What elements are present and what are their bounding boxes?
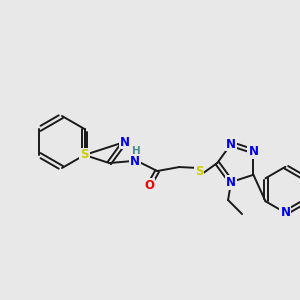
Text: S: S	[195, 164, 203, 178]
Text: N: N	[226, 137, 236, 151]
Text: N: N	[226, 176, 236, 189]
Text: S: S	[80, 148, 89, 161]
Text: N: N	[130, 154, 140, 167]
Text: N: N	[248, 145, 258, 158]
Text: N: N	[119, 136, 130, 148]
Text: H: H	[132, 146, 141, 156]
Text: O: O	[144, 178, 154, 191]
Text: N: N	[280, 206, 290, 219]
